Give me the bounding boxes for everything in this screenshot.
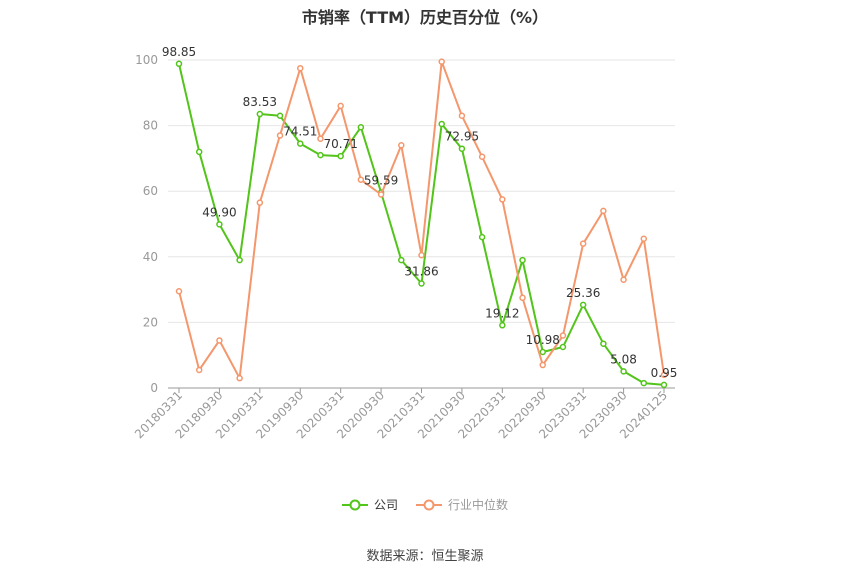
data-point-company xyxy=(297,140,304,147)
legend-marker-industry-median xyxy=(416,499,442,510)
data-point-company xyxy=(256,110,264,118)
series-line-industry-median xyxy=(178,60,665,380)
data-point-industry-median xyxy=(660,371,668,379)
data-point-company xyxy=(458,145,466,152)
data-point-industry-median xyxy=(357,176,365,183)
data-label: 98.85 xyxy=(162,45,196,59)
y-tick-label: 100 xyxy=(135,53,158,67)
axis-layer: 0204060801002018033120180930201903312019… xyxy=(132,53,675,441)
data-label: 74.51 xyxy=(283,125,317,139)
y-tick-label: 80 xyxy=(143,119,158,133)
data-point-industry-median xyxy=(195,366,203,374)
data-point-company xyxy=(620,368,627,375)
data-point-industry-median xyxy=(317,135,324,142)
data-point-company xyxy=(660,381,668,389)
y-tick-label: 40 xyxy=(143,250,158,264)
data-label: 25.36 xyxy=(566,286,600,300)
source-note: 数据来源：恒生聚源 xyxy=(366,549,484,564)
data-point-industry-median xyxy=(256,199,264,206)
data-point-company xyxy=(337,152,344,160)
data-point-industry-median xyxy=(398,142,405,149)
legend-marker-company xyxy=(341,499,368,510)
data-point-industry-median xyxy=(600,207,607,215)
data-point-industry-median xyxy=(499,196,506,203)
data-point-company xyxy=(175,60,183,68)
legend-item-industry-median[interactable]: 行业中位数 xyxy=(416,496,508,513)
data-point-company xyxy=(579,301,587,309)
data-label: 83.53 xyxy=(243,95,277,109)
data-point-industry-median xyxy=(216,337,223,344)
data-point-industry-median xyxy=(297,64,304,72)
data-point-company xyxy=(195,148,203,156)
data-point-company xyxy=(478,233,486,241)
data-label: 59.59 xyxy=(364,174,398,188)
data-point-industry-median xyxy=(519,294,526,302)
data-point-industry-median xyxy=(337,102,344,110)
series-line-company xyxy=(178,63,665,386)
data-label-layer: 98.85 49.90 83.53 74.51 70.71 59.59 31.86 72.95… xyxy=(162,45,678,380)
data-point-company xyxy=(216,221,223,228)
data-point-company xyxy=(276,112,284,120)
legend-item-company[interactable]: 公司 xyxy=(341,496,398,513)
data-point-industry-median xyxy=(539,361,546,369)
y-tick-label: 60 xyxy=(143,184,158,198)
data-label: 31.86 xyxy=(404,264,438,278)
data-point-industry-median xyxy=(579,240,587,247)
data-point-industry-median xyxy=(478,153,486,161)
data-label: 70.71 xyxy=(323,137,357,151)
data-point-industry-median xyxy=(418,251,425,259)
data-point-industry-median xyxy=(236,374,243,382)
data-point-company xyxy=(519,256,526,264)
data-point-company xyxy=(559,343,567,351)
data-point-company xyxy=(357,123,365,131)
data-point-industry-median xyxy=(377,191,385,198)
data-point-company xyxy=(499,322,506,329)
data-label: 0.95 xyxy=(651,366,678,380)
data-point-company xyxy=(317,151,324,159)
data-point-company xyxy=(600,340,607,347)
legend: 公司 行业中位数 xyxy=(0,496,850,513)
data-label: 5.08 xyxy=(610,352,637,366)
legend-label-company: 公司 xyxy=(373,498,398,512)
legend-label-industry-median: 行业中位数 xyxy=(448,498,509,512)
chart-title: 市销率（TTM）历史百分位（%） xyxy=(301,8,549,27)
data-point-industry-median xyxy=(438,58,445,65)
y-tick-label: 0 xyxy=(150,381,158,395)
data-point-company xyxy=(438,120,445,128)
data-point-company xyxy=(640,379,648,387)
data-point-company xyxy=(398,256,405,264)
data-label: 19.12 xyxy=(485,306,519,320)
data-point-industry-median xyxy=(276,132,284,139)
y-tick-label: 20 xyxy=(143,315,158,329)
data-point-company xyxy=(236,256,243,264)
data-point-company xyxy=(418,280,425,287)
data-label: 10.98 xyxy=(526,333,560,347)
data-label: 72.95 xyxy=(445,130,479,144)
data-point-industry-median xyxy=(559,332,567,339)
data-point-industry-median xyxy=(458,112,466,120)
data-point-industry-median xyxy=(175,287,183,295)
data-point-industry-median xyxy=(640,235,648,243)
data-point-company xyxy=(539,348,546,356)
data-point-industry-median xyxy=(620,276,627,284)
series-layer xyxy=(175,58,668,389)
data-label: 49.90 xyxy=(202,205,236,219)
